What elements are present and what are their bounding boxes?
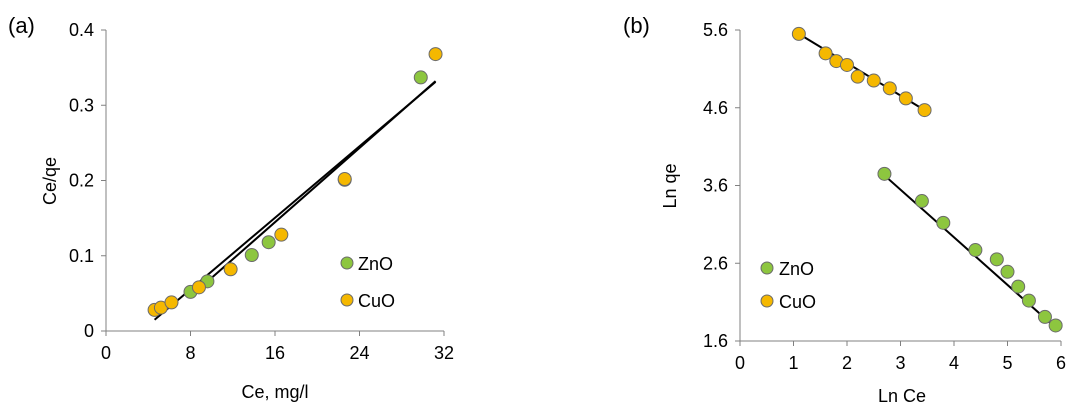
data-point-zno <box>413 70 428 85</box>
data-point-cuo <box>882 81 897 96</box>
data-point-cuo <box>164 295 179 310</box>
x-tick-label: 0 <box>101 343 111 363</box>
data-point-zno <box>1021 293 1036 308</box>
data-point-cuo <box>898 91 913 106</box>
data-point-zno <box>1037 309 1052 324</box>
panel-label-b: (b) <box>623 13 650 38</box>
x-tick-label: 2 <box>842 353 852 373</box>
data-point-cuo <box>840 57 854 72</box>
x-tick-label: 24 <box>349 343 369 363</box>
data-point-zno <box>244 247 259 262</box>
x-tick-label: 3 <box>895 353 905 373</box>
data-point-cuo <box>818 46 833 61</box>
data-point-zno <box>1000 264 1015 279</box>
axes-a <box>105 30 444 332</box>
axes-b <box>739 30 1061 342</box>
y-tick-label: 4.6 <box>703 98 728 118</box>
y-ticks-a: 0 0.1 0.2 0.3 0.4 <box>69 20 106 341</box>
legend-marker-cuo-a <box>340 293 354 307</box>
y-tick-label: 0.3 <box>69 95 94 115</box>
data-point-cuo <box>223 262 238 277</box>
legend-label-cuo-b: CuO <box>779 292 816 312</box>
x-axis-title-a: Ce, mg/l <box>241 382 308 402</box>
y-tick-label: 0 <box>84 321 94 341</box>
legend-label-zno-a: ZnO <box>358 254 393 274</box>
y-tick-label: 5.6 <box>703 20 728 40</box>
data-point-zno <box>914 194 929 209</box>
data-point-zno <box>936 215 951 230</box>
x-tick-label: 4 <box>949 353 959 373</box>
x-tick-label: 1 <box>788 353 798 373</box>
y-tick-label: 1.6 <box>703 331 728 351</box>
y-axis-title-b: Ln qe <box>660 163 680 208</box>
data-point-zno <box>261 235 276 250</box>
y-ticks-b: 1.6 2.6 3.6 4.6 5.6 <box>703 20 740 351</box>
legend-b: ZnO CuO <box>760 259 816 312</box>
legend-marker-zno-a <box>340 256 354 270</box>
data-point-cuo <box>337 171 352 186</box>
data-point-cuo <box>866 73 881 88</box>
data-point-cuo <box>428 47 443 62</box>
points-a <box>147 47 443 317</box>
data-point-cuo <box>850 69 865 84</box>
y-axis-title-a: Ce/qe <box>40 157 60 205</box>
x-ticks-a: 0 8 16 24 32 <box>101 331 454 363</box>
x-ticks-b: 0 1 2 3 4 5 6 <box>735 341 1066 373</box>
x-tick-label: 0 <box>735 353 745 373</box>
data-point-zno <box>877 166 892 181</box>
data-point-zno <box>989 252 1004 267</box>
y-tick-label: 2.6 <box>703 253 728 273</box>
x-tick-label: 8 <box>185 343 195 363</box>
x-tick-label: 5 <box>1002 353 1012 373</box>
x-tick-label: 32 <box>434 343 454 363</box>
data-point-zno <box>1011 279 1026 294</box>
panel-label-a: (a) <box>8 13 35 38</box>
legend-label-cuo-a: CuO <box>358 291 395 311</box>
data-point-cuo <box>791 26 806 41</box>
y-tick-label: 0.2 <box>69 171 94 191</box>
x-tick-label: 6 <box>1056 353 1066 373</box>
data-point-zno <box>968 243 983 258</box>
data-point-cuo <box>191 280 206 295</box>
data-point-cuo <box>274 227 289 242</box>
legend-marker-zno-b <box>760 261 774 275</box>
y-tick-label: 3.6 <box>703 176 728 196</box>
legend-label-zno-b: ZnO <box>779 259 814 279</box>
x-tick-label: 16 <box>265 343 285 363</box>
y-tick-label: 0.4 <box>69 20 94 40</box>
data-point-cuo <box>917 103 932 118</box>
x-axis-title-b: Ln Ce <box>878 386 926 406</box>
chart-panel-a: (a) Ce/qe Ce, mg/l 0 8 16 24 32 0 0.1 0.2 0.3 0.… <box>8 13 454 402</box>
y-tick-label: 0.1 <box>69 246 94 266</box>
data-point-zno <box>1048 318 1063 333</box>
legend-marker-cuo-b <box>760 294 774 308</box>
legend-a: ZnO CuO <box>340 254 395 311</box>
points-b <box>791 26 1063 333</box>
